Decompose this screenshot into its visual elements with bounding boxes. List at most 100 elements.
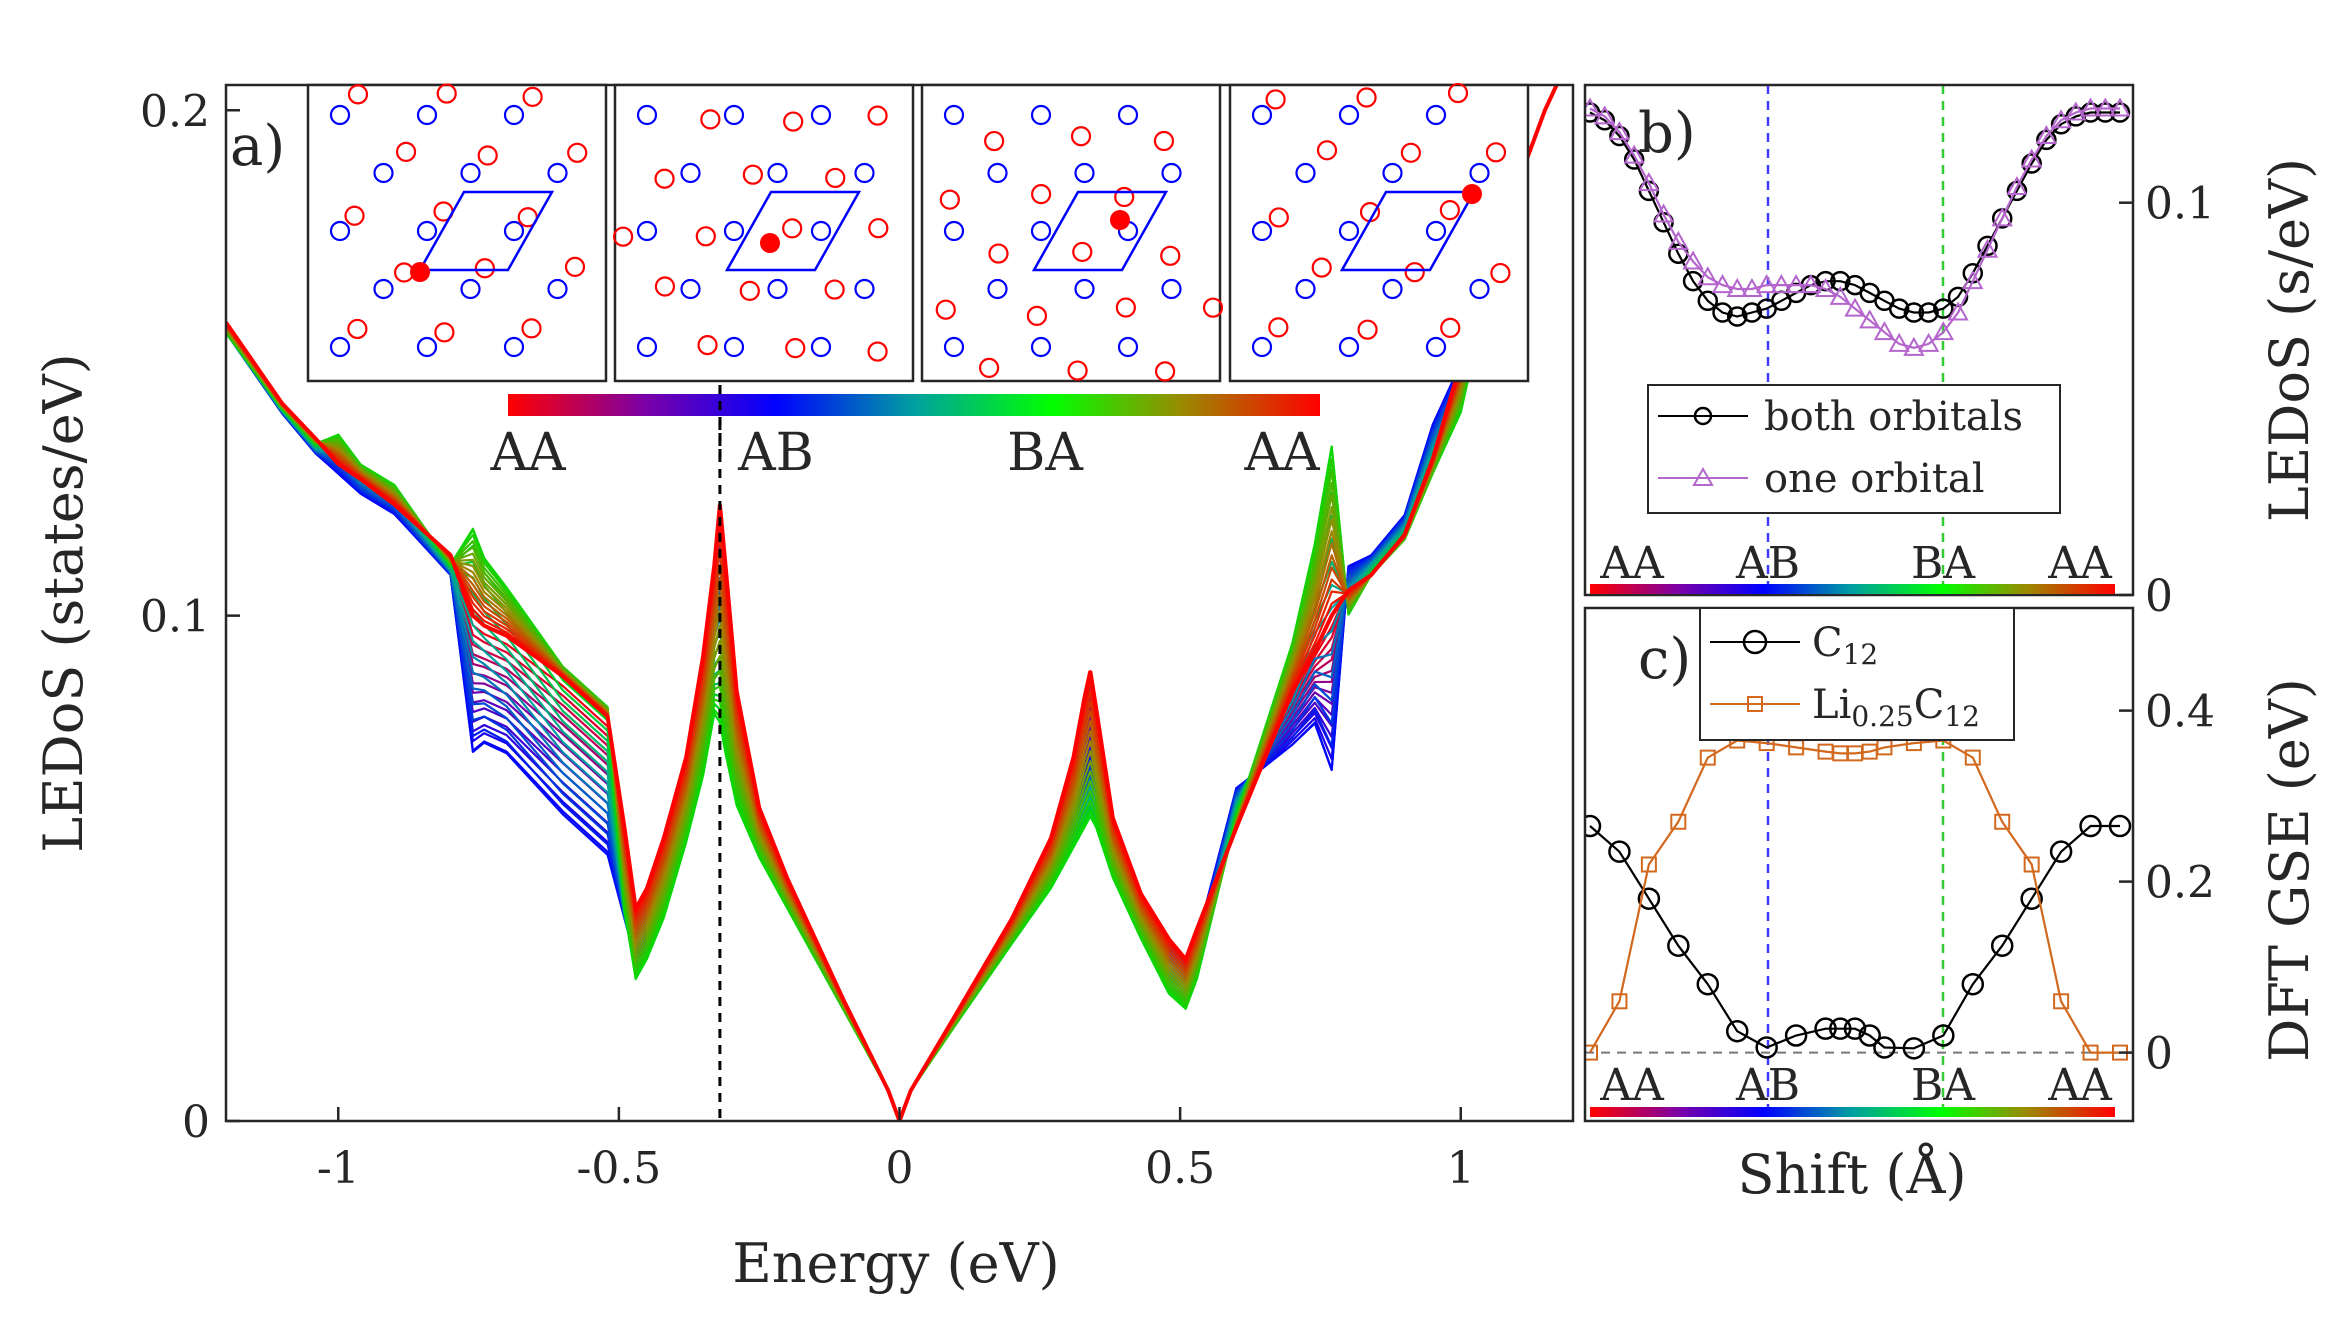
lattice-site-blue — [680, 278, 701, 300]
lattice-site-red — [1070, 126, 1092, 147]
lattice-site-red — [654, 276, 676, 297]
y-axis-label-b: LEDoS (s/eV) — [2258, 158, 2321, 522]
lattice-site-red — [868, 218, 889, 239]
series-line — [1589, 824, 2120, 1050]
ledos-curve — [226, 85, 1558, 1121]
lattice-site-blue — [1030, 336, 1052, 358]
lattice-site-red — [1404, 262, 1425, 283]
lattice-site-red — [1316, 140, 1338, 161]
data-point-circle — [1725, 1019, 1749, 1043]
lattice-site-red — [434, 322, 455, 343]
y-tick-label-c: 0.2 — [2145, 858, 2215, 909]
lattice-inset — [306, 83, 608, 383]
data-point-circle — [2020, 887, 2043, 910]
y-tick-label-c: 0.4 — [2145, 687, 2215, 738]
data-point-circle — [1667, 934, 1690, 957]
lattice-site-red — [1114, 186, 1135, 208]
data-point-triangle — [1652, 203, 1675, 223]
data-point-triangle — [1991, 207, 2013, 227]
data-point-circle — [1755, 1036, 1778, 1059]
data-point-triangle — [1770, 274, 1793, 294]
legend-triangle-marker — [1692, 466, 1714, 486]
lattice-site-blue — [547, 278, 568, 300]
lattice-site-red — [1485, 142, 1507, 163]
lattice-site-blue — [636, 104, 658, 126]
lattice-site-blue — [1295, 278, 1316, 300]
lattice-site-red — [984, 130, 1005, 152]
data-point-triangle — [1814, 277, 1837, 297]
lattice-site-blue — [943, 220, 965, 242]
lattice-site-blue — [1469, 278, 1490, 300]
data-point-triangle — [2020, 148, 2043, 168]
series-line — [1589, 107, 2120, 349]
data-point-square — [1640, 856, 1657, 873]
legend-c12: C12 — [1812, 620, 1878, 671]
legend-circle-marker — [1693, 406, 1713, 426]
ledos-curve-aa — [226, 85, 1559, 1121]
data-point-triangle — [1682, 250, 1704, 270]
lattice-site-blue — [373, 162, 394, 184]
lattice-site-blue — [1030, 104, 1052, 126]
lattice-site-blue — [1161, 162, 1182, 184]
lattice-site-red — [825, 167, 846, 189]
lattice-site-red — [1311, 257, 1332, 278]
lattice-site-blue — [547, 162, 568, 184]
legend-one-orbital: one orbital — [1764, 456, 1985, 502]
data-point-triangle — [2006, 175, 2028, 195]
data-point-circle — [1585, 814, 1602, 838]
colorbar-label-aa-end: AA — [1243, 423, 1321, 483]
c-cat-ba: BA — [1911, 1060, 1976, 1111]
data-point-triangle — [1976, 238, 1999, 258]
ledos-curve — [226, 85, 1558, 1121]
data-point-circle — [1712, 302, 1733, 323]
data-point-circle — [2095, 102, 2116, 123]
lattice-site-blue — [1425, 104, 1447, 126]
lattice-site-red — [474, 258, 495, 279]
panel-label-c: c) — [1638, 627, 1691, 692]
y-tick-label: 0.1 — [140, 592, 210, 643]
lattice-site-blue — [1295, 162, 1316, 184]
data-point-circle — [1623, 149, 1645, 170]
lattice-site-red — [564, 256, 586, 278]
data-point-circle — [1637, 887, 1661, 910]
y-tick-label: 0 — [182, 1097, 210, 1148]
y-axis-ticks-c: 0 0.2 0.4 — [2119, 687, 2215, 1080]
data-point-circle — [2036, 129, 2057, 151]
x-axis-label-c: Shift (Å) — [1737, 1141, 1966, 1206]
data-point-triangle — [2079, 97, 2102, 117]
lattice-site-blue — [680, 162, 701, 184]
lattice-site-red — [939, 189, 960, 210]
lattice-site-red — [522, 86, 543, 107]
series-line — [1589, 111, 2120, 318]
data-point-circle — [2108, 814, 2132, 838]
lattice-site-blue — [503, 336, 525, 358]
lattice-site-blue — [1338, 336, 1360, 358]
lattice-site-red — [979, 357, 1000, 378]
lattice-site-red — [697, 334, 718, 356]
data-point-circle — [1609, 125, 1630, 147]
lattice-site-blue — [416, 104, 438, 126]
lattice-site-red — [1202, 297, 1224, 318]
ledos-curve — [226, 85, 1558, 1121]
data-point-triangle — [1638, 172, 1660, 192]
lattice-site-blue — [1425, 220, 1447, 242]
lattice-site-red — [1072, 241, 1093, 263]
lattice-site-blue — [503, 220, 525, 242]
lattice-site-blue — [987, 162, 1008, 184]
lattice-site-red — [1031, 184, 1052, 205]
unit-cell — [724, 190, 862, 272]
data-point-triangle — [1844, 297, 1866, 317]
data-point-circle — [1830, 270, 1851, 292]
lattice-site-red — [1115, 297, 1136, 318]
data-point-triangle — [1800, 274, 1822, 294]
data-point-square — [1670, 813, 1687, 830]
lattice-site-blue — [503, 104, 525, 126]
colorbar-label-aa: AA — [489, 423, 567, 483]
lattice-site-blue — [1074, 162, 1095, 184]
data-point-triangle — [2065, 101, 2087, 121]
ledos-curve — [226, 85, 1558, 1121]
lattice-site-red — [477, 145, 498, 166]
lattice-site-blue — [416, 336, 438, 358]
data-point-circle — [1858, 1024, 1881, 1047]
data-point-triangle — [1711, 274, 1734, 294]
